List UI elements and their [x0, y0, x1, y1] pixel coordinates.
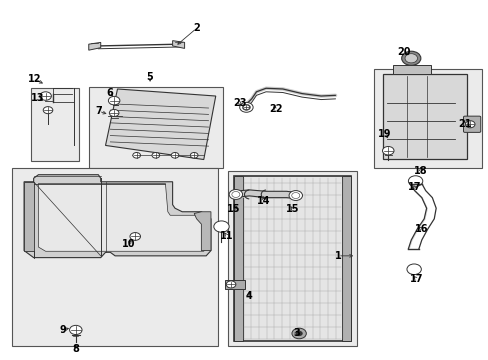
Circle shape — [404, 54, 417, 63]
Polygon shape — [172, 41, 184, 48]
Polygon shape — [39, 184, 206, 251]
Circle shape — [401, 51, 420, 66]
Bar — [383, 74, 467, 159]
Circle shape — [109, 109, 119, 117]
Text: 16: 16 — [414, 224, 427, 234]
Circle shape — [407, 176, 422, 186]
Text: 8: 8 — [72, 345, 79, 354]
Text: 14: 14 — [256, 196, 270, 206]
Text: 3: 3 — [292, 328, 299, 338]
Bar — [225, 280, 245, 289]
Text: 12: 12 — [28, 75, 42, 85]
Bar — [392, 66, 430, 74]
Text: 2: 2 — [193, 23, 200, 33]
Circle shape — [291, 328, 305, 339]
Polygon shape — [24, 175, 210, 258]
Circle shape — [226, 281, 235, 288]
Circle shape — [465, 121, 474, 128]
Text: 9: 9 — [59, 325, 66, 335]
Polygon shape — [24, 182, 34, 258]
Circle shape — [40, 92, 51, 100]
Text: 11: 11 — [220, 231, 233, 241]
Text: 18: 18 — [413, 166, 427, 176]
Text: 19: 19 — [377, 129, 391, 139]
Text: 13: 13 — [31, 93, 44, 103]
Circle shape — [69, 325, 82, 334]
Text: 4: 4 — [245, 292, 252, 301]
Circle shape — [152, 153, 160, 158]
Bar — [233, 176, 350, 341]
Circle shape — [288, 190, 302, 201]
Circle shape — [229, 189, 242, 199]
Circle shape — [108, 96, 120, 105]
Text: 23: 23 — [232, 98, 246, 108]
Text: 1: 1 — [334, 251, 341, 261]
Text: 17: 17 — [407, 182, 421, 192]
Bar — [227, 171, 356, 346]
Text: 22: 22 — [268, 104, 282, 114]
Circle shape — [43, 107, 53, 114]
Bar — [373, 69, 481, 168]
Polygon shape — [89, 42, 101, 50]
Circle shape — [243, 105, 249, 110]
Circle shape — [295, 331, 302, 336]
Circle shape — [382, 147, 393, 155]
Text: 15: 15 — [285, 204, 299, 214]
Circle shape — [130, 233, 140, 240]
Bar — [12, 168, 218, 346]
FancyBboxPatch shape — [463, 116, 480, 132]
Circle shape — [190, 153, 198, 158]
Circle shape — [171, 153, 179, 158]
Text: 10: 10 — [122, 239, 135, 249]
Bar — [89, 86, 223, 168]
Bar — [31, 88, 79, 161]
Text: 15: 15 — [227, 204, 240, 214]
Text: 5: 5 — [146, 72, 153, 82]
Circle shape — [239, 102, 253, 112]
Circle shape — [133, 153, 140, 158]
Text: 17: 17 — [409, 274, 423, 284]
Text: 7: 7 — [95, 106, 102, 116]
Bar — [342, 176, 350, 341]
Text: 6: 6 — [106, 87, 113, 98]
Bar — [233, 176, 242, 341]
Polygon shape — [194, 212, 210, 251]
Circle shape — [406, 264, 421, 275]
Polygon shape — [105, 89, 215, 159]
Text: 20: 20 — [396, 47, 409, 57]
Text: 21: 21 — [457, 119, 471, 129]
Circle shape — [213, 221, 229, 232]
